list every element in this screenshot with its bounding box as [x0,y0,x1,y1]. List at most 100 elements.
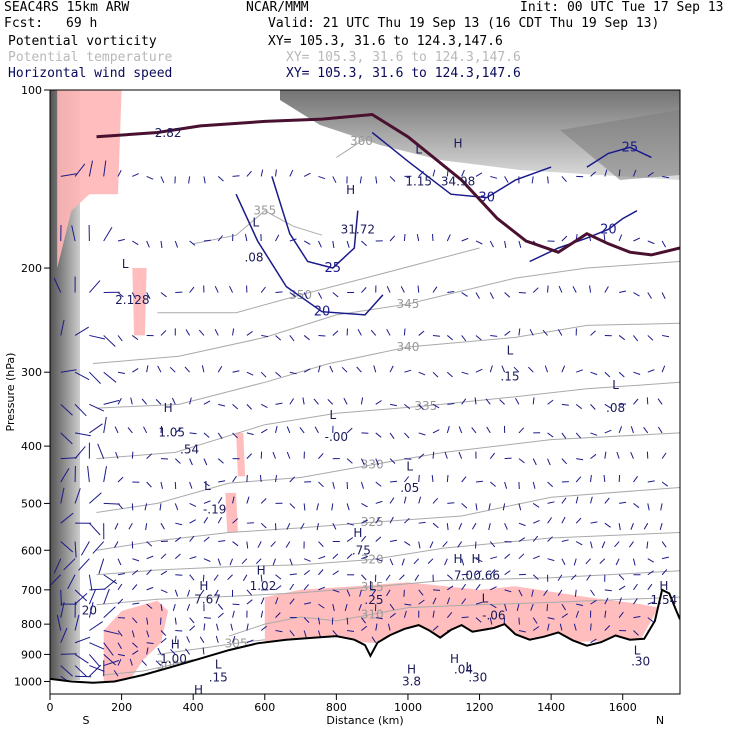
wind-vector [184,366,190,373]
wind-vector [189,397,192,405]
wind-vector [604,522,611,528]
wind-vector [89,371,101,384]
wind-vector [389,458,396,464]
theta-label: 360 [350,134,373,148]
wind-vector [74,665,88,677]
wind-label: 25 [622,140,639,155]
wind-vector [289,598,295,605]
wind-vector [446,574,453,580]
wind-vector [489,617,493,625]
field-label-wind: Horizontal wind speed [8,66,173,81]
y-tick-label: 500 [21,497,42,510]
wind-vector [618,426,623,434]
wind-vector [531,176,534,184]
wind-vector [60,601,65,618]
wind-vector [360,458,365,466]
wind-vector [170,648,176,655]
extremum-label: .05 [400,481,419,495]
wind-vector [146,617,149,625]
wind-vector [246,170,252,177]
wind-vector [159,503,162,511]
wind-vector [575,541,583,546]
wind-vector [232,370,240,373]
wind-vector [246,599,253,605]
wind-vector [647,601,655,605]
wind-vector [590,599,597,605]
wind-vector [187,589,191,597]
pv-region [264,582,659,643]
wind-vector [217,365,223,373]
wind-vector [604,403,612,409]
wind-vector [404,458,412,460]
wind-vector [360,481,364,489]
wind-vector [60,319,65,336]
wind-vector [260,625,268,631]
wind-vector [518,240,522,248]
extremum-label: H [194,683,203,697]
extremum-label: L [369,579,376,593]
wind-vector [572,286,577,293]
wind-vector [633,398,639,405]
wind-vector [360,397,364,405]
wind-vector [114,426,119,434]
wind-vector [561,603,567,611]
wind-vector [489,569,496,576]
wind-vector [217,516,223,524]
theta-contour-320 [96,532,680,576]
wind-vector [174,553,181,560]
y-tick-label: 100 [21,84,42,97]
extremum-label: .04 [454,663,473,677]
wind-vector [275,335,282,341]
wind-vector [404,403,411,410]
wind-vector [88,601,94,618]
wind-vector [461,398,467,405]
endpoint-left: S [83,714,90,727]
wind-vector [160,570,168,576]
wind-vector [432,403,440,409]
wind-vector [242,574,248,582]
wind-vector [647,558,655,563]
wind-vector [302,397,305,405]
wind-vector [504,176,509,183]
wind-vector [157,365,162,373]
wind-vector [518,589,523,597]
wind-vector [647,503,650,511]
wind-vector [132,240,139,246]
wind-vector [632,169,637,177]
wind-vector [647,240,655,245]
wind-vector [475,480,483,483]
wind-vector [289,476,295,483]
wind-vector [344,603,348,612]
wind-vector [585,558,591,565]
wind-label: 25 [325,261,342,276]
wind-vector [132,569,139,576]
extremum-label: 0.66 [473,568,500,582]
wind-vector [318,555,326,560]
wind-vector [458,522,463,530]
wind-vector [504,292,511,298]
wind-vector [633,616,641,619]
wind-vector [618,234,623,242]
wind-vector [387,623,391,631]
wind-vector [375,500,383,504]
wind-label: 20 [314,305,331,320]
wind-vector [590,541,593,549]
wind-vector [561,432,567,439]
wind-vector [432,610,435,618]
wind-vector [361,287,367,293]
wind-vector [214,589,219,597]
wind-vector [490,334,498,337]
theta-contour-355 [193,210,323,245]
wind-vector [53,277,62,293]
wind-vector [618,574,625,581]
y-tick-label: 300 [21,366,42,379]
forecast-hours: 69 h [66,16,98,31]
wind-vector [533,519,540,524]
wind-vector [318,603,325,609]
wind-vector [146,603,153,609]
wind-vector [60,665,73,677]
wind-vector [547,623,550,631]
wind-vector [643,427,649,434]
wind-vector [461,335,467,342]
wind-vector [371,589,377,596]
